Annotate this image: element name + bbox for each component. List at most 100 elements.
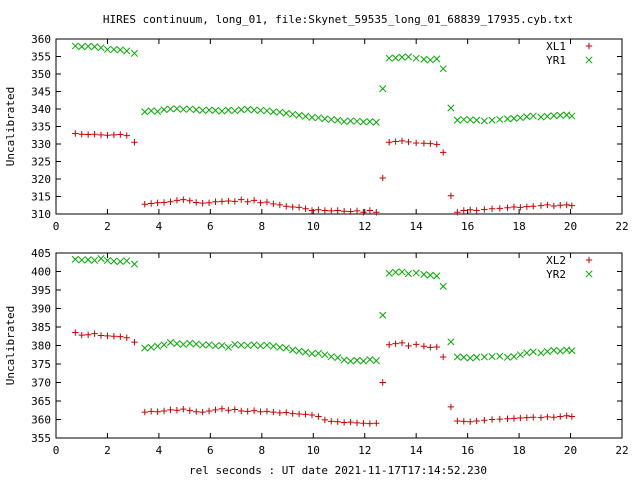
data-point <box>557 202 564 209</box>
data-point <box>426 271 434 279</box>
data-point <box>308 350 316 358</box>
data-point <box>347 117 355 125</box>
data-point <box>269 108 277 116</box>
data-point <box>453 353 461 361</box>
data-point <box>91 131 98 138</box>
data-point <box>179 340 187 348</box>
data-point <box>78 331 85 339</box>
data-point <box>71 42 79 50</box>
data-point <box>353 419 361 427</box>
data-point <box>359 118 367 126</box>
data-point <box>473 116 481 124</box>
data-point <box>439 65 447 73</box>
data-point <box>373 420 380 427</box>
data-point <box>503 353 512 361</box>
y-tick-label: 345 <box>31 86 51 99</box>
data-point <box>523 113 531 121</box>
data-point <box>537 414 545 421</box>
data-point <box>412 341 420 348</box>
data-point <box>167 406 174 414</box>
data-point <box>480 353 488 361</box>
data-point <box>205 199 213 206</box>
data-point <box>480 117 488 125</box>
y-tick-label: 355 <box>31 51 51 64</box>
x-tick-label: 12 <box>358 444 371 457</box>
data-point <box>218 341 226 350</box>
data-point <box>244 105 252 113</box>
data-point <box>123 132 130 139</box>
x-tick-label: 4 <box>156 220 163 233</box>
x-tick-label: 20 <box>564 444 577 457</box>
data-point <box>160 199 168 206</box>
x-tick-label: 0 <box>53 444 60 457</box>
data-point <box>347 357 355 365</box>
data-point <box>563 412 570 419</box>
data-point <box>366 207 374 214</box>
data-point <box>180 405 187 413</box>
data-point <box>453 116 461 124</box>
data-point <box>257 199 264 206</box>
data-point <box>537 349 545 357</box>
y-tick-label: 390 <box>31 303 51 316</box>
data-point <box>289 110 297 118</box>
data-point <box>205 407 213 415</box>
data-point <box>321 115 329 123</box>
data-point <box>131 139 138 146</box>
data-point <box>117 333 124 340</box>
data-point <box>218 107 226 115</box>
data-point <box>523 414 531 421</box>
data-point <box>544 201 551 209</box>
data-point <box>488 416 496 423</box>
data-point <box>467 418 474 425</box>
data-point <box>116 257 124 266</box>
data-point <box>199 341 207 349</box>
data-point <box>398 53 406 61</box>
data-point <box>353 207 361 215</box>
y-tick-label: 310 <box>31 208 51 221</box>
y-tick-label: 325 <box>31 156 51 169</box>
data-point <box>270 408 277 416</box>
data-point <box>327 353 335 361</box>
data-point <box>385 269 393 277</box>
data-point <box>398 137 406 145</box>
x-tick-label: 18 <box>512 220 525 233</box>
data-point <box>496 415 503 423</box>
data-point <box>276 201 284 209</box>
x-tick-label: 8 <box>259 220 266 233</box>
y-tick-label: 340 <box>31 103 51 116</box>
plot-frame <box>55 252 623 439</box>
data-point <box>568 202 576 209</box>
data-point <box>123 257 131 265</box>
legend-marker <box>585 56 593 64</box>
data-point <box>523 349 531 357</box>
x-tick-label: 20 <box>564 220 577 233</box>
legend-label: YR2 <box>546 268 566 281</box>
data-point <box>327 115 335 124</box>
data-point <box>556 347 564 355</box>
data-point <box>398 339 406 347</box>
data-point <box>334 207 341 214</box>
data-point <box>123 47 131 55</box>
data-point <box>250 407 258 414</box>
data-point <box>179 105 187 113</box>
data-point <box>104 332 111 340</box>
data-point <box>392 340 399 347</box>
data-point <box>72 130 79 137</box>
data-point <box>340 356 348 364</box>
data-point <box>238 407 245 415</box>
data-point <box>379 174 386 182</box>
data-point <box>186 197 193 204</box>
x-tick-label: 6 <box>207 444 214 457</box>
data-point <box>104 132 111 139</box>
data-point <box>504 415 511 422</box>
data-point <box>141 408 148 416</box>
data-point <box>347 418 354 426</box>
data-point <box>276 343 284 351</box>
data-point <box>496 205 503 212</box>
data-point <box>237 341 245 349</box>
data-point <box>510 203 518 211</box>
data-point <box>256 342 265 350</box>
data-point <box>510 114 518 123</box>
data-point <box>78 256 86 264</box>
data-point <box>385 341 393 348</box>
